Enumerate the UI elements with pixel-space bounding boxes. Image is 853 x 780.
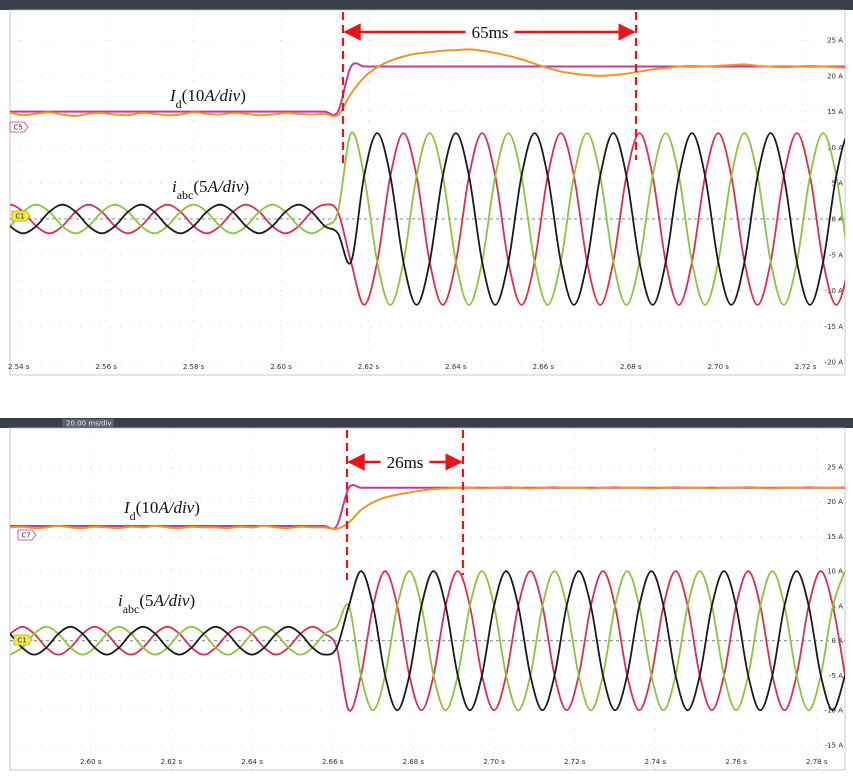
y-tick-label: 25 A [827, 37, 843, 45]
x-tick-label: 2.78 s [806, 758, 828, 766]
x-tick-label: 2.62 s [358, 363, 380, 371]
y-tick-label: -10 A [825, 707, 844, 715]
x-tick-label: 2.58 s [183, 363, 205, 371]
x-tick-label: 2.60 s [270, 363, 292, 371]
x-tick-label: 2.64 s [445, 363, 467, 371]
y-tick-label: 20 A [827, 498, 843, 506]
x-tick-label: 2.68 s [620, 363, 642, 371]
channel-tag-label: C1 [17, 637, 26, 645]
x-tick-label: 2.54 s [8, 363, 30, 371]
y-tick-label: -10 A [825, 287, 844, 295]
channel-tag-label: C1 [15, 213, 24, 221]
label-part: (10 [182, 86, 205, 105]
toolbar [0, 418, 853, 428]
label-part: abc [177, 188, 194, 202]
page: {"chart_data": [ {"type": "line", "toolb… [0, 0, 853, 780]
y-tick-label: 25 A [827, 463, 843, 471]
figure: 25 A20 A15 A10 A5 A0 A-5 A-10 A-15 A-20 … [0, 0, 853, 780]
toolbar [0, 0, 853, 10]
label-part: A/div [157, 498, 194, 517]
y-tick-label: 20 A [827, 72, 843, 80]
duration-label: 65ms [472, 23, 509, 42]
x-tick-label: 2.60 s [80, 758, 102, 766]
y-tick-label: -5 A [829, 251, 843, 259]
y-tick-label: -15 A [825, 741, 844, 749]
y-tick-label: 10 A [827, 568, 843, 576]
y-tick-label: -20 A [825, 359, 844, 367]
label-part: abc [123, 602, 140, 616]
channel-tag-label: C5 [13, 124, 22, 132]
y-tick-label: 0 A [832, 637, 844, 645]
x-tick-label: 2.56 s [95, 363, 117, 371]
label-part: ) [240, 86, 246, 105]
label-part: ) [189, 591, 195, 610]
label-part: A/div [207, 177, 244, 196]
x-tick-label: 2.66 s [322, 758, 344, 766]
plot-area [10, 428, 845, 770]
y-tick-label: -5 A [829, 672, 843, 680]
x-tick-label: 2.64 s [241, 758, 263, 766]
label-part: ) [194, 498, 200, 517]
x-tick-label: 2.76 s [725, 758, 747, 766]
label-part: ) [243, 177, 249, 196]
label-part: (5 [193, 177, 207, 196]
x-tick-label: 2.74 s [645, 758, 667, 766]
label-part: (10 [136, 498, 159, 517]
x-tick-label: 2.70 s [483, 758, 505, 766]
y-tick-label: 15 A [827, 108, 843, 116]
label-part: (5 [139, 591, 153, 610]
x-tick-label: 2.62 s [161, 758, 183, 766]
duration-label: 26ms [387, 453, 424, 472]
label-part: A/div [203, 86, 240, 105]
y-tick-label: 15 A [827, 533, 843, 541]
label-part: A/div [153, 591, 190, 610]
x-tick-label: 2.66 s [533, 363, 555, 371]
x-tick-label: 2.72 s [795, 363, 817, 371]
channel-tag-label: C7 [21, 532, 30, 540]
x-tick-label: 2.72 s [564, 758, 586, 766]
timebase: 20.00 ms/div [66, 420, 112, 428]
y-tick-label: -15 A [825, 323, 844, 331]
x-tick-label: 2.70 s [707, 363, 729, 371]
x-tick-label: 2.68 s [403, 758, 425, 766]
y-tick-label: 0 A [832, 215, 844, 223]
